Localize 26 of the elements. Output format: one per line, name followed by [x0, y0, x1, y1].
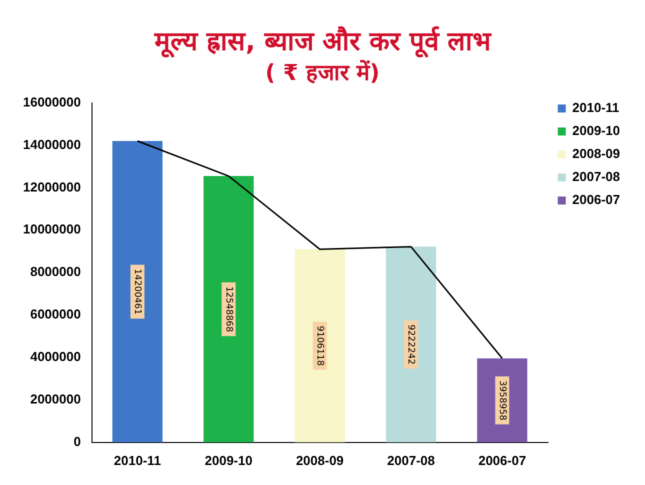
x-tick-label: 2010-11: [114, 452, 161, 468]
chart-title: मूल्य ह्रास, ब्याज और कर पूर्व लाभ: [153, 25, 493, 58]
x-tick-label: 2009-10: [204, 452, 252, 468]
y-tick-label: 4000000: [30, 349, 81, 364]
y-tick-label: 2000000: [30, 392, 81, 407]
data-label: 14200461: [132, 268, 142, 315]
legend-label: 2006-07: [572, 192, 620, 208]
data-label: 12548868: [223, 286, 234, 332]
y-tick-label: 16000000: [22, 94, 81, 110]
x-tick-label: 2008-09: [296, 452, 344, 468]
legend-label: 2007-08: [572, 169, 620, 184]
y-tick-label: 12000000: [22, 179, 81, 194]
y-tick-label: 10000000: [22, 222, 81, 237]
legend-label: 2008-09: [572, 146, 620, 162]
chart-subtitle: ( ₹ हजार में): [264, 58, 381, 86]
data-label: 9222242: [406, 324, 416, 365]
x-tick-label: 2006-07: [478, 452, 526, 468]
legend-label: 2010-11: [572, 100, 620, 116]
y-tick-label: 6000000: [30, 306, 81, 322]
y-tick-label: 0: [74, 434, 81, 449]
legend-label: 2009-10: [572, 123, 620, 138]
x-tick-label: 2007-08: [387, 452, 435, 468]
data-label: 3958958: [496, 380, 507, 421]
y-tick-label: 14000000: [22, 136, 81, 152]
data-label: 9106118: [314, 326, 324, 366]
y-tick-label: 8000000: [30, 264, 81, 280]
